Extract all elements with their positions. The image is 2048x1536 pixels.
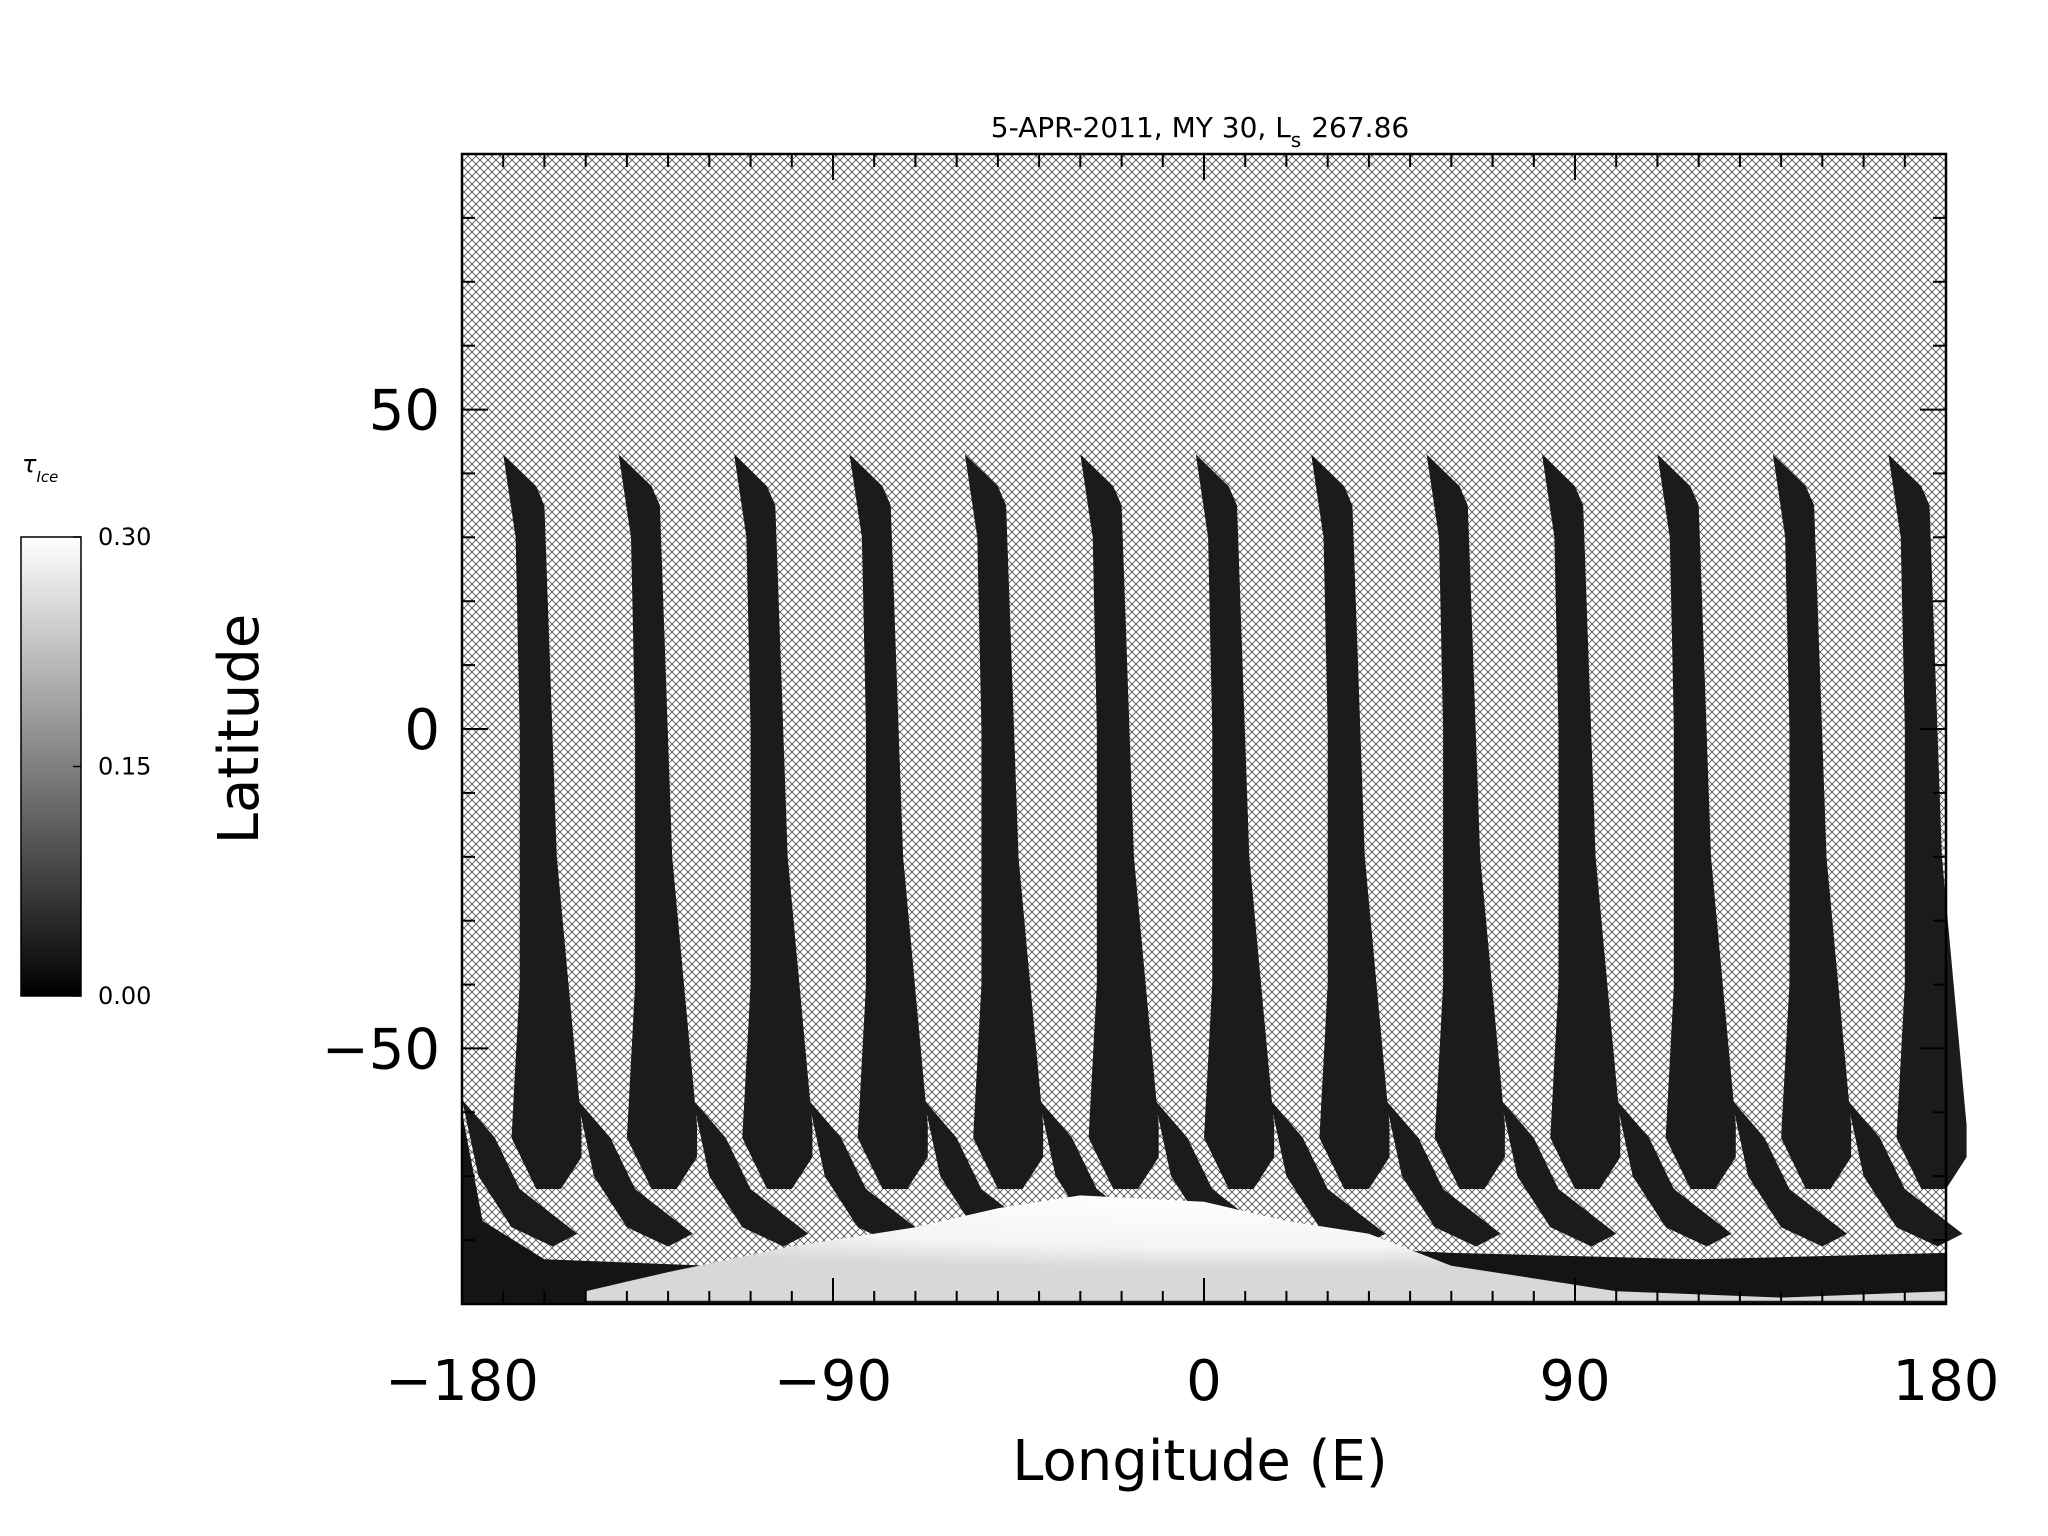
swath-tail-2 [577, 1099, 693, 1247]
swath-tail-10 [1500, 1099, 1617, 1247]
chart-title: 5-APR-2011, MY 30, Ls 267.86 [991, 111, 1409, 152]
swath-2 [618, 454, 697, 1189]
polar-cap-layer [462, 1112, 1947, 1304]
swath-11 [1657, 454, 1736, 1189]
swath-tail-4 [808, 1099, 924, 1247]
x-tick-label: −90 [774, 1349, 892, 1414]
swath-3 [734, 454, 813, 1189]
x-tick-label: 90 [1539, 1349, 1610, 1414]
colorbar-gradient [20, 536, 82, 997]
swath-tail-8 [1270, 1099, 1386, 1247]
swath-tail-9 [1385, 1099, 1501, 1247]
swath-1 [503, 454, 582, 1189]
swath-tail-3 [692, 1099, 809, 1247]
y-tick-label: 0 [404, 698, 440, 763]
y-axis-label: Latitude [207, 614, 272, 844]
swath-4 [849, 454, 928, 1189]
swath-8 [1311, 454, 1390, 1189]
colorbar-label: τIce [22, 450, 58, 486]
swath-tail-11 [1616, 1099, 1732, 1247]
colorbar-tick-label: 0.15 [98, 753, 151, 781]
x-tick-label: −180 [385, 1349, 539, 1414]
swath-tail-6 [1039, 1099, 1155, 1247]
axis-ticks [461, 153, 1947, 1305]
swath-tail-5 [923, 1099, 1040, 1247]
colorbar-tick-label: 0.30 [98, 523, 151, 551]
swath-tail-7 [1154, 1099, 1270, 1247]
swath-layer [462, 454, 1967, 1247]
x-axis-label: Longitude (E) [1012, 1429, 1387, 1494]
y-tick-label: −50 [322, 1017, 440, 1082]
colorbar-tick-label: 0.00 [98, 982, 151, 1010]
x-tick-label: 0 [1186, 1349, 1222, 1414]
x-tick-label: 180 [1893, 1349, 2000, 1414]
swath-tail-13 [1847, 1099, 1963, 1247]
swath-tail-12 [1731, 1099, 1848, 1247]
swath-7 [1195, 454, 1275, 1189]
colorbar: τIce 0.00 0.15 0.30 [20, 450, 151, 1010]
x-tick-labels: −180 −90 0 90 180 [385, 1349, 1999, 1414]
y-tick-label: 50 [369, 379, 440, 444]
swath-10 [1542, 454, 1621, 1189]
y-tick-labels: −50 0 50 [322, 379, 440, 1083]
south-polar-cap [585, 1195, 1947, 1301]
swath-6 [1080, 454, 1159, 1189]
swath-tail-1 [462, 1099, 578, 1247]
swath-5 [964, 454, 1044, 1189]
colorbar-ticks: 0.00 0.15 0.30 [73, 523, 151, 1010]
swath-12 [1772, 454, 1852, 1189]
swath-9 [1426, 454, 1505, 1189]
